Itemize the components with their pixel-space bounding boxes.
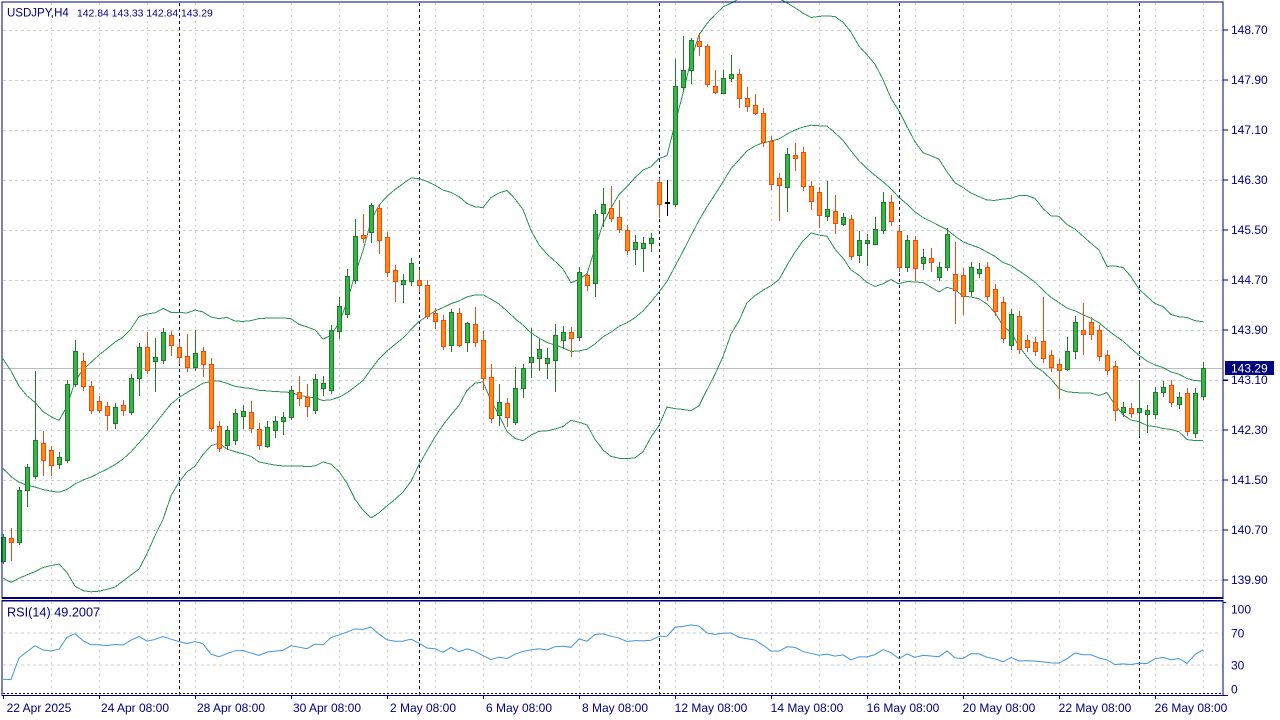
svg-text:147.90: 147.90 xyxy=(1231,73,1268,87)
svg-text:143.29: 143.29 xyxy=(1231,362,1268,376)
svg-text:2 May 08:00: 2 May 08:00 xyxy=(390,701,456,715)
svg-text:148.70: 148.70 xyxy=(1231,23,1268,37)
svg-text:100: 100 xyxy=(1231,603,1251,617)
svg-text:14 May 08:00: 14 May 08:00 xyxy=(771,701,844,715)
svg-text:141.50: 141.50 xyxy=(1231,473,1268,487)
svg-text:70: 70 xyxy=(1231,627,1245,641)
svg-text:24 Apr 08:00: 24 Apr 08:00 xyxy=(101,701,169,715)
svg-text:8 May 08:00: 8 May 08:00 xyxy=(582,701,648,715)
svg-text:145.50: 145.50 xyxy=(1231,223,1268,237)
svg-text:22 May 08:00: 22 May 08:00 xyxy=(1059,701,1132,715)
svg-text:139.90: 139.90 xyxy=(1231,573,1268,587)
svg-text:144.70: 144.70 xyxy=(1231,273,1268,287)
svg-text:143.10: 143.10 xyxy=(1231,373,1268,387)
svg-text:30 Apr 08:00: 30 Apr 08:00 xyxy=(293,701,361,715)
svg-text:22 Apr 2025: 22 Apr 2025 xyxy=(7,701,72,715)
svg-text:140.70: 140.70 xyxy=(1231,523,1268,537)
svg-text:RSI(14) 49.2007: RSI(14) 49.2007 xyxy=(7,606,100,620)
svg-text:147.10: 147.10 xyxy=(1231,123,1268,137)
svg-text:16 May 08:00: 16 May 08:00 xyxy=(867,701,940,715)
svg-text:146.30: 146.30 xyxy=(1231,173,1268,187)
svg-text:6 May 08:00: 6 May 08:00 xyxy=(486,701,552,715)
svg-text:143.90: 143.90 xyxy=(1231,323,1268,337)
svg-text:142.30: 142.30 xyxy=(1231,423,1268,437)
svg-text:0: 0 xyxy=(1231,683,1238,697)
svg-text:20 May 08:00: 20 May 08:00 xyxy=(963,701,1036,715)
svg-text:28 Apr 08:00: 28 Apr 08:00 xyxy=(197,701,265,715)
svg-text:USDJPY,H4: USDJPY,H4 xyxy=(7,8,69,20)
svg-text:12 May 08:00: 12 May 08:00 xyxy=(675,701,748,715)
svg-text:142.84 143.33 142.84 143.29: 142.84 143.33 142.84 143.29 xyxy=(77,9,213,20)
svg-text:26 May 08:00: 26 May 08:00 xyxy=(1155,701,1228,715)
svg-text:30: 30 xyxy=(1231,659,1245,673)
